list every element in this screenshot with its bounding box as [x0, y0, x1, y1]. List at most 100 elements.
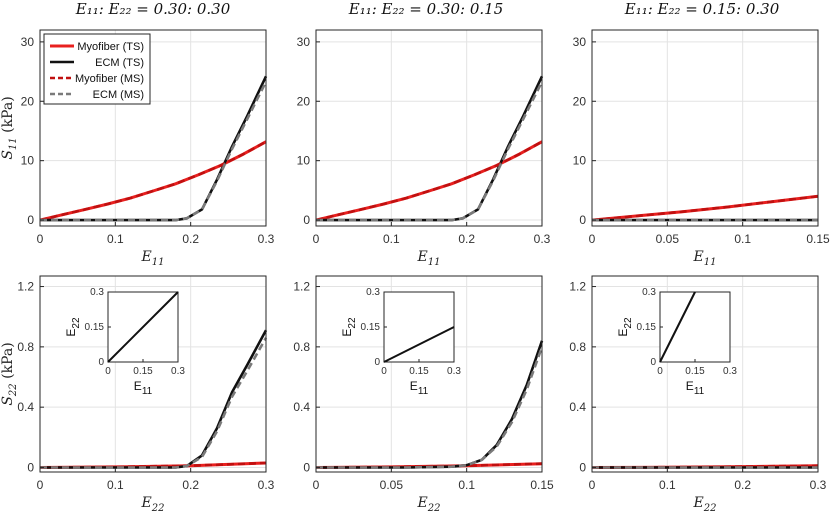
- x-tick-label: 0: [37, 478, 44, 492]
- y-tick-label: 0: [579, 460, 586, 474]
- inset-y-tick-label: 0.15: [361, 322, 381, 333]
- panel-1: 0 0.1 0.2 0.3 0 10 20 30 E11 S11 (kPa) Myofiber (T…: [0, 29, 275, 268]
- axes-box: [315, 29, 543, 227]
- inset-box: [383, 291, 455, 363]
- panel-6: 0 0.1 0.2 0.300.40.81.2E22000.150.150.30.3E…: [569, 275, 827, 512]
- x-axis-label: E11: [417, 249, 441, 268]
- x-tick-label: 0.1: [107, 478, 124, 492]
- x-tick-label: 0: [313, 478, 320, 492]
- inset-box: [659, 291, 731, 363]
- inset-plot: 00 0.15 0.15 0.3 0.3 E11 E22: [64, 287, 185, 397]
- plot-area: [316, 30, 542, 226]
- inset-x-label: E11: [686, 379, 705, 397]
- inset-x-tick-label: 0.15: [133, 366, 153, 377]
- y-tick-label: 1.2: [293, 280, 310, 294]
- y-axis-label: S11 (kPa): [0, 96, 19, 159]
- legend: Myofiber (TS) ECM (TS) Myofiber (MS) ECM (M…: [43, 33, 151, 105]
- inset-line: [383, 326, 455, 363]
- x-tick-label: 0.05: [380, 478, 404, 492]
- inset-x-tick-label: 0: [381, 366, 387, 377]
- series-line-3: [315, 140, 543, 222]
- y-tick-label: 1.2: [569, 280, 586, 294]
- x-axis-label: E22: [693, 495, 717, 512]
- y-tick-label: 20: [21, 94, 35, 108]
- y-tick-label: 10: [21, 154, 35, 168]
- series-line-4: [40, 337, 268, 469]
- inset-x-tick-label: 0.3: [723, 366, 737, 377]
- inset-x-tick-label: 0.3: [171, 366, 185, 377]
- y-tick-label: 30: [21, 35, 35, 49]
- inset-y-tick-label: 0.3: [366, 287, 380, 298]
- y-tick-label: 30: [297, 35, 311, 49]
- legend-label: ECM (TS): [95, 57, 144, 69]
- x-tick-label: 0: [37, 232, 44, 246]
- x-tick-label: 0.1: [383, 232, 400, 246]
- y-tick-label: 0.4: [17, 400, 34, 414]
- y-tick-label: 20: [297, 94, 311, 108]
- column-title-3: E₁₁: E₂₂ = 0.15: 0.30: [624, 0, 780, 18]
- x-tick-label: 0.2: [182, 478, 199, 492]
- panel-3: 0 0.05 0.1 0.15 0 10 20 30 E11: [573, 29, 830, 268]
- inset-x-tick-label: 0: [105, 366, 111, 377]
- x-tick-label: 0.1: [458, 478, 475, 492]
- inset-y-tick-label: 0.3: [642, 287, 656, 298]
- x-axis-label: E22: [417, 495, 441, 512]
- x-tick-label: 0: [589, 232, 596, 246]
- x-tick-label: 0.2: [458, 232, 475, 246]
- inset-plot: 00 0.15 0.15 0.3 0.3 E11 E22: [616, 287, 737, 397]
- x-tick-label: 0.2: [734, 478, 751, 492]
- inset-y-label: E22: [616, 317, 634, 337]
- y-tick-label: 20: [573, 94, 587, 108]
- x-tick-label: 0.1: [734, 232, 751, 246]
- x-axis-label: E22: [141, 495, 165, 512]
- inset-line: [107, 291, 179, 363]
- x-tick-label: 0.15: [530, 478, 554, 492]
- y-tick-label: 0.4: [569, 400, 586, 414]
- series-line-3: [39, 140, 267, 222]
- panel-2: 0 0.1 0.2 0.3 0 10 20 30 E11: [297, 29, 551, 268]
- axes-box: [591, 275, 819, 473]
- inset-y-tick-label: 0.15: [637, 322, 657, 333]
- legend-label: Myofiber (MS): [75, 73, 144, 85]
- y-tick-label: 0: [303, 460, 310, 474]
- inset-y-tick-label: 0: [374, 357, 380, 368]
- y-tick-label: 0: [303, 213, 310, 227]
- inset-x-tick-label: 0.15: [685, 366, 705, 377]
- inset-y-tick-label: 0: [650, 357, 656, 368]
- plot-area: [592, 30, 818, 226]
- inset-plot: 00 0.15 0.15 0.3 0.3 E11 E22: [340, 287, 461, 397]
- inset-y-label: E22: [64, 317, 82, 337]
- y-tick-label: 1.2: [17, 280, 34, 294]
- axes-box: [591, 29, 819, 227]
- x-tick-label: 0.05: [656, 232, 680, 246]
- series-line-3: [591, 195, 819, 222]
- inset-y-label: E22: [340, 317, 358, 337]
- inset-y-tick-label: 0.3: [90, 287, 104, 298]
- column-title-2: E₁₁: E₂₂ = 0.30: 0.15: [348, 0, 504, 18]
- inset-y-tick-label: 0.15: [85, 322, 105, 333]
- y-tick-label: 0: [579, 213, 586, 227]
- series-line-4: [316, 81, 544, 222]
- inset-line: [659, 291, 696, 363]
- x-tick-label: 0.3: [258, 478, 275, 492]
- inset-x-label: E11: [134, 379, 153, 397]
- y-tick-label: 0: [27, 460, 34, 474]
- x-tick-label: 0.3: [258, 232, 275, 246]
- inset-x-tick-label: 0: [657, 366, 663, 377]
- y-tick-label: 0.8: [17, 340, 34, 354]
- y-axis-label: S22 (kPa): [0, 342, 19, 405]
- x-tick-label: 0.1: [659, 478, 676, 492]
- x-tick-label: 0.3: [810, 478, 827, 492]
- panel-5: 0 0.05 0.1 0.1500.40.81.2E22000.150.150.30.…: [293, 275, 554, 512]
- x-tick-label: 0.15: [806, 232, 830, 246]
- legend-label: ECM (MS): [93, 89, 144, 101]
- y-tick-label: 0.4: [293, 400, 310, 414]
- legend-label: Myofiber (TS): [77, 41, 144, 53]
- inset-x-tick-label: 0.15: [409, 366, 429, 377]
- axes-box: [39, 29, 267, 227]
- series-line-4: [40, 81, 268, 222]
- x-tick-label: 0.1: [107, 232, 124, 246]
- inset-x-tick-label: 0.3: [447, 366, 461, 377]
- y-tick-label: 10: [297, 154, 311, 168]
